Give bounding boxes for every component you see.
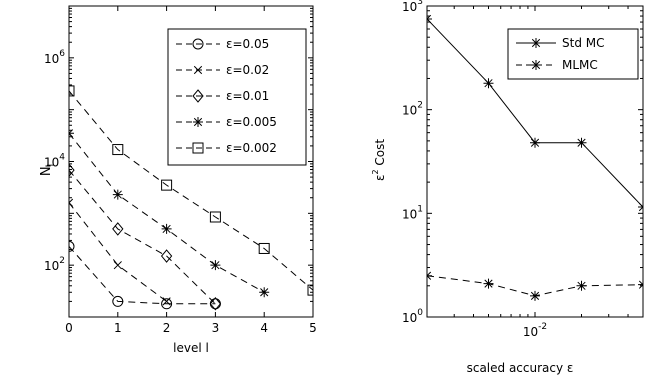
- left-y-ticks: 102 104 106: [44, 5, 313, 318]
- left-series-line: [69, 202, 167, 302]
- legend-label: ε=0.05: [226, 37, 269, 51]
- left-data-point: [161, 179, 173, 191]
- left-x-axis-label: level l: [173, 341, 209, 355]
- left-data-point: [209, 296, 222, 311]
- left-data-point: [258, 242, 270, 254]
- left-x-tick-label: 2: [163, 321, 171, 335]
- left-data-point: [160, 249, 173, 263]
- left-y-tick-label: 106: [44, 49, 65, 66]
- right-data-point: [530, 290, 540, 301]
- left-data-point: [112, 144, 124, 156]
- left-data-point: [162, 297, 171, 306]
- left-y-tick-label: 104: [44, 153, 65, 170]
- right-chart: 10-2 100 101 102 103 Std MC MLMC scaled accu…: [371, 0, 644, 375]
- right-data-point: [576, 137, 587, 148]
- left-series-line: [69, 90, 313, 291]
- left-x-ticks: 0 1 2 3 4 5: [65, 6, 317, 335]
- legend-marker: [193, 117, 203, 127]
- legend-label: ε=0.005: [226, 115, 277, 129]
- right-x-ticks: 10-2: [426, 6, 644, 339]
- left-data-point: [112, 222, 124, 236]
- left-data-point: [161, 298, 173, 310]
- left-data-point: [69, 198, 74, 207]
- left-data-point: [112, 189, 123, 200]
- right-y-tick-label: 101: [402, 204, 423, 221]
- right-data-point: [427, 270, 432, 281]
- left-data-point: [69, 85, 75, 97]
- legend-marker: [531, 38, 541, 48]
- left-series-line: [69, 246, 216, 305]
- left-data-point: [259, 287, 270, 298]
- left-data-point: [210, 260, 221, 271]
- left-data-point: [69, 163, 75, 177]
- legend-label: ε=0.02: [226, 63, 269, 77]
- legend-marker: [531, 60, 541, 70]
- right-x-tick-label: 10-2: [523, 322, 547, 339]
- legend-label: ε=0.01: [226, 89, 269, 103]
- right-data-point: [427, 13, 432, 24]
- left-y-tick-label: 102: [44, 256, 65, 273]
- left-series-group: [69, 85, 313, 311]
- left-series-line: [69, 169, 216, 305]
- right-data-point: [530, 137, 540, 148]
- left-legend: ε=0.05 ε=0.02 ε=0.01 ε=0.005 ε=0.002: [167, 28, 307, 166]
- left-x-tick-label: 0: [65, 321, 73, 335]
- left-data-point: [112, 295, 124, 307]
- left-data-point: [69, 128, 74, 139]
- legend-label: ε=0.002: [226, 141, 277, 155]
- left-x-tick-label: 5: [309, 321, 317, 335]
- legend-marker: [192, 142, 204, 154]
- right-y-axis-label: ε2 Cost: [371, 139, 387, 181]
- left-data-point: [307, 284, 313, 296]
- right-data-point: [483, 78, 494, 89]
- left-x-tick-label: 1: [114, 321, 122, 335]
- legend-marker: [192, 89, 204, 103]
- left-x-tick-label: 4: [260, 321, 268, 335]
- left-x-tick-label: 3: [212, 321, 220, 335]
- legend-label: MLMC: [562, 58, 598, 72]
- left-y-axis-label: Nl: [39, 164, 57, 176]
- left-data-point: [209, 211, 221, 223]
- legend-marker: [193, 65, 203, 75]
- right-y-tick-label: 102: [402, 101, 423, 118]
- right-legend: Std MC MLMC: [507, 28, 639, 80]
- legend-box: [507, 28, 639, 80]
- left-data-point: [113, 261, 122, 270]
- legend-marker: [192, 38, 204, 50]
- right-data-point: [576, 280, 587, 291]
- right-y-tick-label: 100: [402, 308, 423, 325]
- right-x-axis-label: scaled accuracy ε: [467, 361, 574, 375]
- right-data-point: [483, 278, 494, 289]
- right-series-group: [427, 13, 643, 301]
- legend-label: Std MC: [562, 36, 605, 50]
- right-y-tick-label: 103: [402, 0, 423, 14]
- left-data-point: [69, 240, 75, 252]
- left-data-point: [161, 223, 172, 234]
- legend-box: [167, 28, 307, 166]
